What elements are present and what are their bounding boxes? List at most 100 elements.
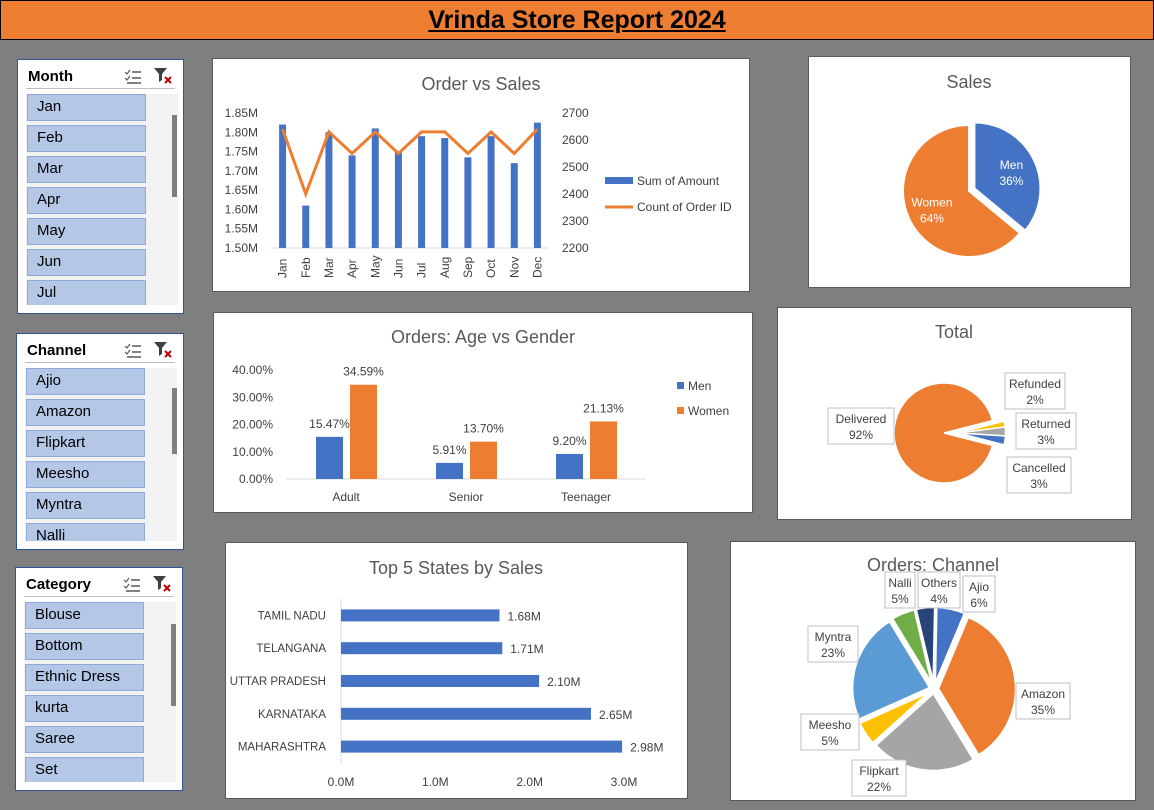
multi-select-icon[interactable] <box>124 69 141 84</box>
y-left-tick-label: 1.60M <box>225 202 258 216</box>
y-left-tick-label: 1.65M <box>225 183 258 197</box>
y-tick-label: KARNATAKA <box>258 709 326 721</box>
data-label: 34.59% <box>343 365 384 379</box>
callout-box-cancelled <box>1006 456 1072 494</box>
slicer-item-kurta[interactable]: kurta <box>25 695 144 722</box>
x-tick-label: Senior <box>449 490 484 504</box>
slicer-item-nalli[interactable]: Nalli <box>26 523 145 541</box>
legend-label-women: Women <box>688 404 729 418</box>
y-tick-label: 40.00% <box>232 363 273 377</box>
chart-title: Sales <box>946 72 991 92</box>
chart-title: Orders: Channel <box>867 555 999 575</box>
slicer-item-mar[interactable]: Mar <box>27 156 146 183</box>
slicer-item-amazon[interactable]: Amazon <box>26 399 145 426</box>
x-tick-label: Jun <box>391 259 405 278</box>
bar-adult-men <box>316 436 343 479</box>
callout-label-meesho: Meesho <box>809 718 852 732</box>
clear-filter-icon[interactable] <box>153 341 173 358</box>
slicer-item-jul[interactable]: Jul <box>27 280 146 305</box>
slicer-item-may[interactable]: May <box>27 218 146 245</box>
slicer-item-bottom[interactable]: Bottom <box>25 633 144 660</box>
slicer-month[interactable]: Month Jan Feb Mar Apr May Jun Jul <box>17 59 184 314</box>
pie-slice-men <box>973 121 1042 232</box>
slicer-item-ethnic-dress[interactable]: Ethnic Dress <box>25 664 144 691</box>
pie-slice-cancelled <box>957 432 1007 446</box>
x-tick-label: Dec <box>530 257 544 278</box>
callout-pct-cancelled: 3% <box>1030 477 1048 491</box>
slicer-item-flipkart[interactable]: Flipkart <box>26 430 145 457</box>
y-tick-label: UTTAR PRADESH <box>230 676 326 688</box>
bar-feb <box>302 205 310 248</box>
multi-select-icon[interactable] <box>124 343 141 358</box>
bar-teenager-women <box>590 421 617 479</box>
x-tick-label: Jan <box>276 259 290 278</box>
bar-jul <box>418 136 426 248</box>
slicer-item-jun[interactable]: Jun <box>27 249 146 276</box>
slice-label-men: Men <box>1000 158 1023 172</box>
callout-pct-delivered: 92% <box>849 428 873 442</box>
bar-adult-women <box>350 384 377 479</box>
slice-pct-women: 64% <box>920 211 944 225</box>
bar-maharashtra <box>341 740 623 753</box>
slicer-month-header: Month <box>26 66 175 89</box>
callout-label-flipkart: Flipkart <box>859 764 899 778</box>
bar-mar <box>325 132 333 248</box>
bar-aug <box>441 138 449 248</box>
slicer-category-scrollbar[interactable] <box>171 624 176 706</box>
callout-box-nalli <box>884 571 916 609</box>
legend-swatch-men <box>677 382 684 389</box>
bar-apr <box>348 155 356 248</box>
slicer-item-myntra[interactable]: Myntra <box>26 492 145 519</box>
bar-may <box>371 128 379 248</box>
slicer-channel[interactable]: Channel Ajio Amazon Flipkart Meesho Myntra Na… <box>16 333 184 550</box>
data-label: 1.71M <box>510 642 543 656</box>
clear-filter-icon[interactable] <box>153 67 173 84</box>
data-label: 2.98M <box>630 741 663 755</box>
x-tick-label: Mar <box>322 257 336 278</box>
bar-senior-women <box>470 441 497 479</box>
slicer-category-title: Category <box>26 576 92 593</box>
slicer-month-scrollbar[interactable] <box>172 115 177 197</box>
bar-karnataka <box>341 707 591 720</box>
clear-filter-icon[interactable] <box>152 575 172 592</box>
slicer-item-blouse[interactable]: Blouse <box>25 602 144 629</box>
y-left-tick-label: 1.80M <box>225 125 258 139</box>
y-left-tick-label: 1.55M <box>225 222 258 236</box>
chart-order-vs-sales: Order vs Sales 1.50M 1.55M 1.60M 1.65M 1.70M 1… <box>212 58 750 292</box>
callout-label-delivered: Delivered <box>836 412 887 426</box>
multi-select-icon[interactable] <box>123 577 140 592</box>
legend-swatch-sum-of-amount <box>605 177 633 184</box>
slicer-category-list: Blouse Bottom Ethnic Dress kurta Saree Set <box>24 602 176 782</box>
slicer-item-jan[interactable]: Jan <box>27 94 146 121</box>
bar-jun <box>394 151 402 248</box>
bar-tamil-nadu <box>341 609 500 622</box>
slicer-item-set[interactable]: Set <box>25 757 144 782</box>
callout-label-returned: Returned <box>1021 417 1070 431</box>
chart-sales-gender: Sales Men 36% Women 64% <box>808 56 1131 288</box>
slicer-channel-scrollbar[interactable] <box>172 388 177 454</box>
data-label: 1.68M <box>507 609 540 623</box>
slicer-item-feb[interactable]: Feb <box>27 125 146 152</box>
chart-top-states: Top 5 States by Sales 0.0M 1.0M 2.0M 3.0M TAM… <box>225 542 688 799</box>
chart-orders-channel: Orders: Channel Ajio 6% Amazon 35% Flipkart 22… <box>730 541 1136 801</box>
data-label: 5.91% <box>432 443 466 457</box>
x-tick-label: 1.0M <box>422 775 449 789</box>
y-tick-label: 10.00% <box>232 445 273 459</box>
report-title: Vrinda Store Report 2024 <box>428 5 726 34</box>
x-tick-label: 0.0M <box>328 775 355 789</box>
slicer-item-saree[interactable]: Saree <box>25 726 144 753</box>
bar-jan <box>279 124 287 248</box>
slicer-item-apr[interactable]: Apr <box>27 187 146 214</box>
bar-oct <box>487 136 495 248</box>
x-tick-label: Apr <box>345 259 359 278</box>
slicer-category[interactable]: Category Blouse Bottom Ethnic Dress kurta Sa… <box>15 567 183 791</box>
slicer-item-meesho[interactable]: Meesho <box>26 461 145 488</box>
slicer-item-ajio[interactable]: Ajio <box>26 368 145 395</box>
data-label: 9.20% <box>552 434 586 448</box>
y-tick-label: TAMIL NADU <box>258 610 326 622</box>
data-label: 15.47% <box>309 417 350 431</box>
slicer-month-title: Month <box>28 68 73 85</box>
y-tick-label: 30.00% <box>232 390 273 404</box>
callout-pct-myntra: 23% <box>821 646 845 660</box>
y-tick-label: 20.00% <box>232 418 273 432</box>
